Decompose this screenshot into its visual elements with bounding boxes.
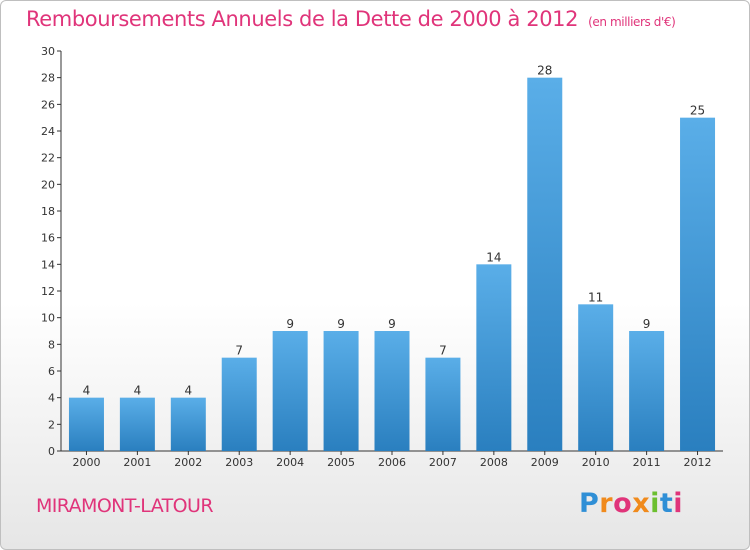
x-tick-label: 2005: [327, 456, 355, 469]
x-tick-label: 2002: [174, 456, 202, 469]
x-tick-label: 2008: [480, 456, 508, 469]
x-tick-label: 2011: [633, 456, 661, 469]
bar-2010: [578, 304, 614, 451]
y-tick-label: 30: [41, 45, 55, 58]
data-label: 14: [486, 250, 501, 264]
data-label: 4: [83, 384, 91, 398]
y-tick-label: 28: [41, 72, 55, 85]
y-tick-label: 18: [41, 205, 55, 218]
bar-2003: [221, 357, 257, 451]
x-tick-label: 2003: [225, 456, 253, 469]
data-label: 9: [388, 317, 396, 331]
bar-2009: [527, 77, 563, 452]
data-label: 7: [235, 344, 243, 358]
data-label: 4: [134, 384, 142, 398]
x-tick-label: 2006: [378, 456, 406, 469]
logo-letter: x: [632, 488, 651, 519]
y-tick-label: 20: [41, 178, 55, 191]
bar-2006: [374, 331, 410, 451]
logo-letter: t: [659, 488, 674, 519]
chart-subtitle: (en milliers d'€): [588, 15, 676, 29]
data-label: 28: [537, 64, 552, 78]
x-tick-label: 2010: [582, 456, 610, 469]
bar-2012: [680, 117, 716, 452]
y-tick-label: 10: [41, 312, 55, 325]
bar-2005: [323, 331, 359, 451]
data-label: 25: [690, 104, 705, 118]
x-tick-label: 2004: [276, 456, 304, 469]
y-tick-label: 4: [48, 392, 55, 405]
logo-letter: i: [673, 488, 684, 519]
x-tick-label: 2012: [684, 456, 712, 469]
bar-2002: [170, 397, 206, 451]
x-tick-label: 2007: [429, 456, 457, 469]
y-tick-label: 12: [41, 285, 55, 298]
chart-title-text: Remboursements Annuels de la Dette de 20…: [26, 7, 579, 31]
bar-2000: [68, 397, 104, 451]
data-label: 4: [184, 384, 192, 398]
data-label: 7: [439, 344, 447, 358]
bars: [68, 77, 716, 452]
logo-letter: o: [613, 488, 633, 519]
town-name: MIRAMONT-LATOUR: [36, 495, 214, 517]
x-tick-label: 2001: [123, 456, 151, 469]
x-tick-label: 2009: [531, 456, 559, 469]
bar-2001: [119, 397, 155, 451]
data-label: 9: [286, 317, 294, 331]
x-tick-label: 2000: [72, 456, 100, 469]
logo-letter: i: [650, 488, 660, 519]
y-tick-label: 22: [41, 152, 55, 165]
data-labels: 4 4 4 7 9 9 9 7 14 28 11 9 25: [83, 64, 706, 398]
bar-2008: [476, 264, 512, 451]
y-tick-label: 16: [41, 232, 55, 245]
y-tick-label: 8: [48, 338, 55, 351]
y-tick-label: 6: [48, 365, 55, 378]
y-tick-label: 26: [41, 98, 55, 111]
chart-title: Remboursements Annuels de la Dette de 20…: [26, 7, 676, 31]
bar-2011: [629, 331, 665, 451]
y-tick-label: 0: [48, 445, 55, 458]
data-label: 9: [337, 317, 345, 331]
y-tick-label: 24: [41, 125, 55, 138]
y-tick-label: 2: [48, 418, 55, 431]
data-label: 11: [588, 290, 603, 304]
bar-2004: [272, 331, 308, 451]
y-tick-label: 14: [41, 258, 55, 271]
logo-letter: P: [579, 488, 600, 519]
logo-letter: r: [599, 488, 614, 519]
data-label: 9: [643, 317, 651, 331]
proxiti-logo: Proxiti: [579, 488, 683, 519]
bar-2007: [425, 357, 461, 451]
